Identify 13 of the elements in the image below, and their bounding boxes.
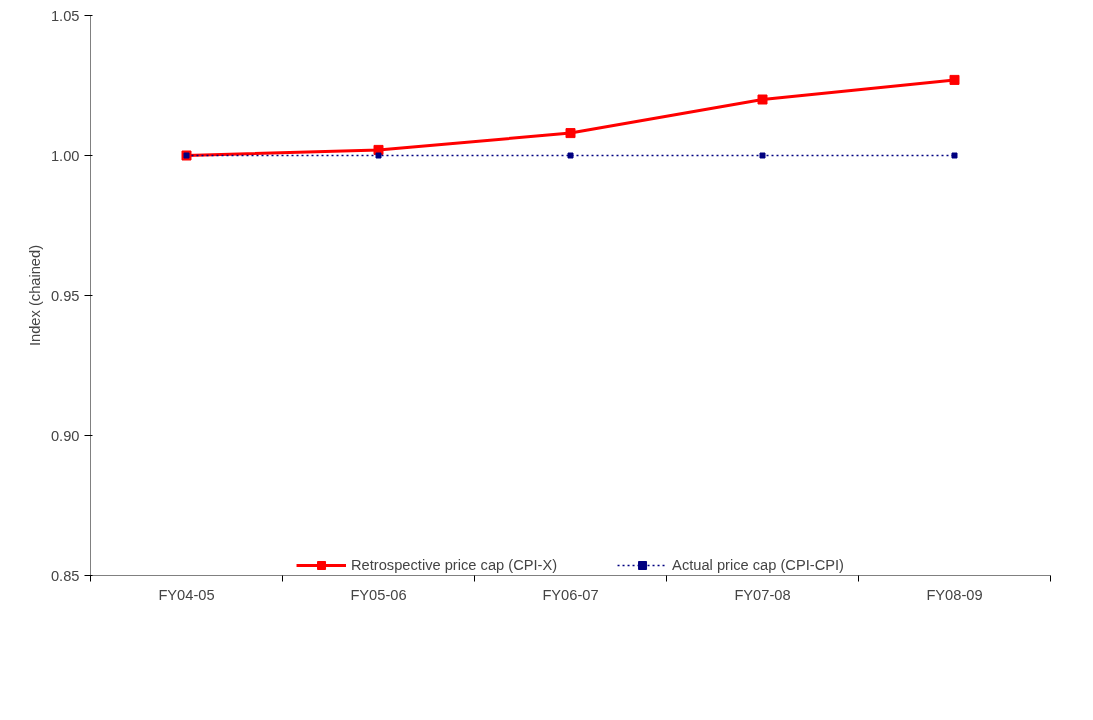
y-axis-title: Index (chained): [26, 244, 43, 347]
x-tick-label: FY05-06: [350, 586, 407, 603]
legend-label: Actual price cap (CPI-CPI): [672, 557, 844, 573]
y-tick-label: 0.90: [50, 427, 80, 444]
y-tick-label: 1.00: [50, 147, 80, 164]
y-tick-label: 0.95: [50, 287, 80, 304]
y-tick-label: 0.85: [50, 567, 80, 584]
x-tick-label: FY07-08: [734, 586, 791, 603]
legend-label: Retrospective price cap (CPI-X): [351, 557, 558, 573]
x-tick-label: FY04-05: [158, 586, 215, 603]
x-tick-label: FY06-07: [542, 586, 599, 603]
x-tick-label: FY08-09: [926, 586, 983, 603]
y-tick-label: 1.05: [50, 7, 80, 24]
